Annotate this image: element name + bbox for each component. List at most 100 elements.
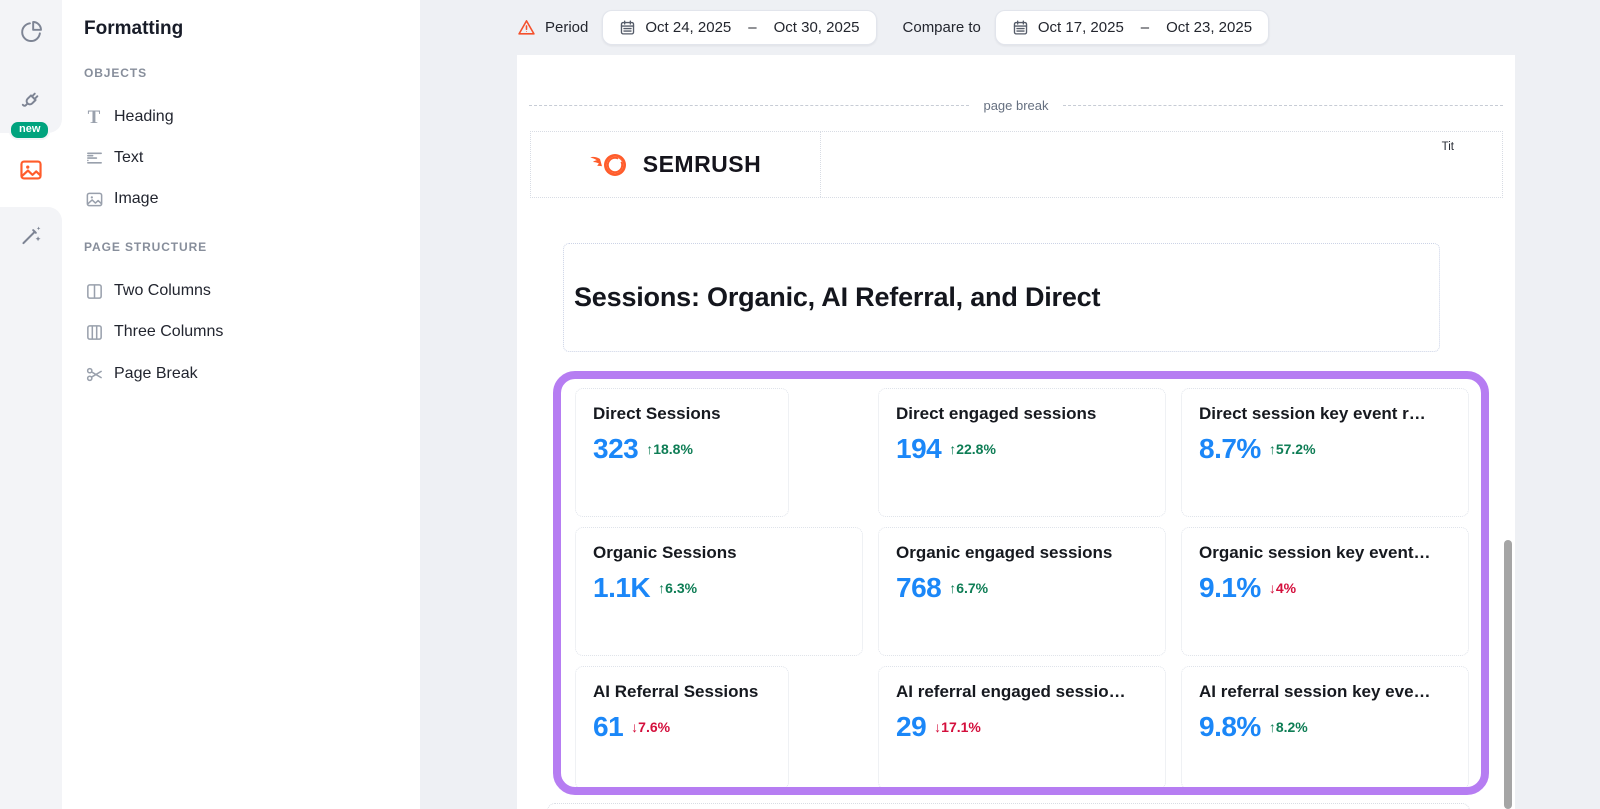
- metric-title: Organic session key event…: [1199, 543, 1431, 562]
- metric-delta: ↑8.2%: [1268, 719, 1308, 735]
- next-widget-top-edge: [547, 803, 1470, 809]
- sidebar-item-label: Page Break: [114, 365, 198, 382]
- image-icon: [20, 160, 42, 180]
- date-range-bar: Period Oct 24, 2025 – Oct 30, 2025 Compa…: [517, 0, 1515, 55]
- report-title: Sessions: Organic, AI Referral, and Dire…: [574, 282, 1101, 312]
- header-title-cell[interactable]: Tit: [821, 132, 1502, 197]
- compare-to-label: Compare to: [902, 19, 981, 36]
- metric-delta: ↑22.8%: [949, 441, 996, 457]
- metric-title: Direct engaged sessions: [896, 404, 1097, 423]
- metric-value: 29: [896, 711, 927, 742]
- metric-title: Organic engaged sessions: [896, 543, 1113, 562]
- section-label-objects: OBJECTS: [84, 66, 147, 80]
- metric-value: 8.7%: [1199, 433, 1261, 464]
- metric-card-organic-key-event-rate[interactable]: Organic session key event… 9.1% ↓4%: [1181, 527, 1469, 656]
- rail-item-media-active[interactable]: [0, 146, 62, 194]
- sidebar-item-text[interactable]: Text: [84, 146, 143, 170]
- page-break-dash-left: [529, 104, 970, 106]
- compare-end-date: Oct 23, 2025: [1166, 19, 1253, 36]
- page-break-divider[interactable]: page break: [529, 97, 1503, 113]
- warning-triangle-icon: [518, 20, 535, 35]
- formatting-panel: Formatting OBJECTS T Heading Text Image …: [62, 0, 420, 809]
- new-badge: new: [9, 120, 51, 140]
- header-title-truncated: Tit: [1441, 141, 1454, 153]
- period-start-date: Oct 24, 2025: [645, 19, 732, 36]
- sidebar-item-two-columns[interactable]: Two Columns: [84, 279, 211, 303]
- metric-value: 61: [593, 711, 624, 742]
- calendar-icon: [621, 20, 635, 35]
- report-title-widget[interactable]: Sessions: Organic, AI Referral, and Dire…: [563, 243, 1440, 352]
- metric-title: AI referral session key eve…: [1199, 682, 1431, 701]
- metric-value: 9.8%: [1199, 711, 1261, 742]
- metric-card-organic-engaged-sessions[interactable]: Organic engaged sessions 768 ↑6.7%: [878, 527, 1166, 656]
- period-end-date: Oct 30, 2025: [773, 19, 860, 36]
- semrush-logo-icon: [590, 153, 626, 176]
- semrush-logo: SEMRUSH: [590, 149, 762, 181]
- metric-value: 768: [896, 572, 942, 603]
- plug-icon: [21, 92, 39, 107]
- metric-delta: ↑57.2%: [1268, 441, 1316, 457]
- date-range-separator: –: [748, 19, 757, 36]
- sidebar-item-label: Text: [114, 149, 144, 166]
- metric-card-organic-sessions[interactable]: Organic Sessions 1.1K ↑6.3%: [575, 527, 863, 656]
- metric-title: Direct session key event r…: [1199, 404, 1426, 423]
- metric-card-ai-referral-engaged-sessions[interactable]: AI referral engaged sessio… 29 ↓17.1%: [878, 666, 1166, 790]
- rail-item-ai-tools[interactable]: [0, 211, 62, 259]
- metric-value: 323: [593, 433, 639, 464]
- magic-wand-icon: [22, 226, 41, 245]
- metric-delta: ↑6.7%: [949, 580, 989, 596]
- metric-title: Organic Sessions: [593, 543, 737, 562]
- scissors-icon: [84, 364, 104, 384]
- section-label-page-structure: PAGE STRUCTURE: [84, 240, 208, 254]
- page-break-dash-right: [1062, 104, 1503, 106]
- metric-card-direct-sessions[interactable]: Direct Sessions 323 ↑18.8%: [575, 388, 789, 517]
- two-columns-icon: [84, 281, 104, 301]
- rail-item-integrations[interactable]: new: [0, 76, 62, 140]
- metric-card-ai-referral-sessions[interactable]: AI Referral Sessions 61 ↓7.6%: [575, 666, 789, 790]
- period-date-picker[interactable]: Oct 24, 2025 – Oct 30, 2025: [602, 10, 877, 45]
- heading-icon: T: [87, 106, 101, 128]
- sidebar-item-image[interactable]: Image: [84, 187, 158, 211]
- rail-item-reports[interactable]: [0, 8, 62, 56]
- metric-card-direct-key-event-rate[interactable]: Direct session key event r… 8.7% ↑57.2%: [1181, 388, 1469, 517]
- metric-delta: ↑18.8%: [646, 441, 693, 457]
- image-icon: [84, 189, 104, 209]
- date-range-separator: –: [1140, 19, 1150, 36]
- sidebar-item-label: Image: [114, 190, 159, 207]
- header-logo-cell[interactable]: SEMRUSH: [531, 132, 821, 197]
- sidebar-item-label: Two Columns: [114, 282, 211, 299]
- metric-delta: ↓17.1%: [934, 719, 981, 735]
- metric-card-ai-referral-key-event-rate[interactable]: AI referral session key eve… 9.8% ↑8.2%: [1181, 666, 1469, 790]
- metric-value: 9.1%: [1199, 572, 1261, 603]
- sidebar-item-label: Three Columns: [114, 323, 224, 340]
- period-label: Period: [545, 19, 589, 36]
- icon-rail: new: [0, 0, 62, 809]
- sidebar-item-three-columns[interactable]: Three Columns: [84, 320, 223, 344]
- metric-value: 1.1K: [593, 572, 651, 603]
- report-header-widget[interactable]: SEMRUSH Tit: [530, 131, 1503, 198]
- vertical-scrollbar-thumb[interactable]: [1504, 540, 1512, 809]
- compare-date-picker[interactable]: Oct 17, 2025 – Oct 23, 2025: [994, 10, 1270, 45]
- report-page-canvas: page break SEMRUSH Tit Sessions: Organic…: [517, 55, 1515, 809]
- text-lines-icon: [84, 148, 104, 168]
- metric-value: 194: [896, 433, 942, 464]
- rail-background-top: [0, 0, 62, 133]
- metric-card-direct-engaged-sessions[interactable]: Direct engaged sessions 194 ↑22.8%: [878, 388, 1166, 517]
- pie-chart-icon: [21, 21, 42, 42]
- page-break-label: page break: [983, 97, 1049, 113]
- compare-start-date: Oct 17, 2025: [1037, 19, 1124, 36]
- metric-delta: ↑6.3%: [658, 580, 698, 596]
- semrush-logo-text: SEMRUSH: [642, 151, 762, 177]
- calendar-icon: [1013, 20, 1028, 35]
- panel-title: Formatting: [84, 18, 184, 39]
- metric-delta: ↓7.6%: [631, 719, 671, 735]
- metric-title: AI referral engaged sessio…: [896, 682, 1126, 701]
- metric-title: Direct Sessions: [593, 404, 721, 423]
- metric-delta: ↓4%: [1268, 580, 1297, 596]
- sidebar-item-label: Heading: [114, 108, 174, 125]
- rail-background-bottom: [0, 207, 62, 809]
- three-columns-icon: [84, 322, 104, 342]
- sidebar-item-page-break[interactable]: Page Break: [84, 362, 198, 386]
- sidebar-item-heading[interactable]: T Heading: [84, 105, 174, 129]
- metric-title: AI Referral Sessions: [593, 682, 759, 701]
